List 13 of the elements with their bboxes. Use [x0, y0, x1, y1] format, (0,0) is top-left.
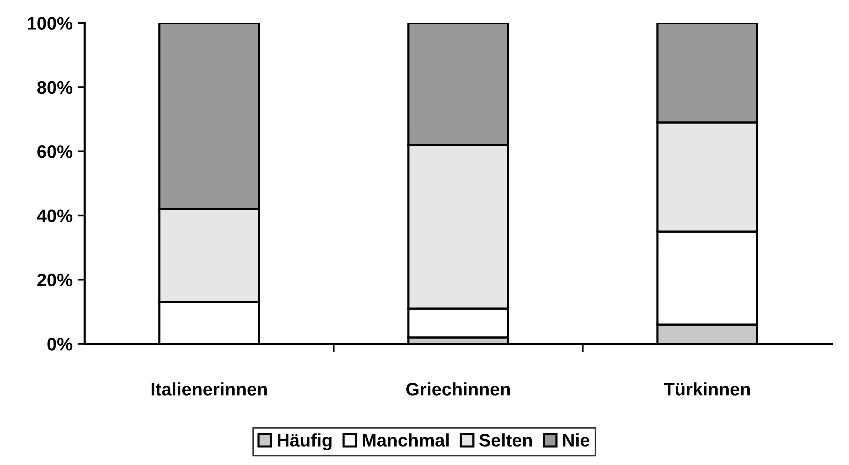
y-tick-label: 60%	[38, 146, 73, 158]
y-tick-label: 80%	[38, 81, 73, 94]
legend-label: Selten	[480, 434, 532, 447]
x-tick-label: Italienerinnen	[152, 382, 267, 396]
y-tick-label: 40%	[37, 210, 73, 222]
legend-label: Manchmal	[363, 434, 449, 447]
x-tick-label: Griechinnen	[406, 382, 510, 396]
legend-label: Nie	[563, 434, 590, 447]
y-tick-label: 20%	[38, 274, 73, 287]
y-tick-label: 0%	[48, 338, 73, 351]
y-tick-label: 100%	[28, 17, 73, 30]
legend-label: Häufig	[278, 434, 332, 451]
x-tick-label: Türkinnen	[664, 382, 750, 396]
